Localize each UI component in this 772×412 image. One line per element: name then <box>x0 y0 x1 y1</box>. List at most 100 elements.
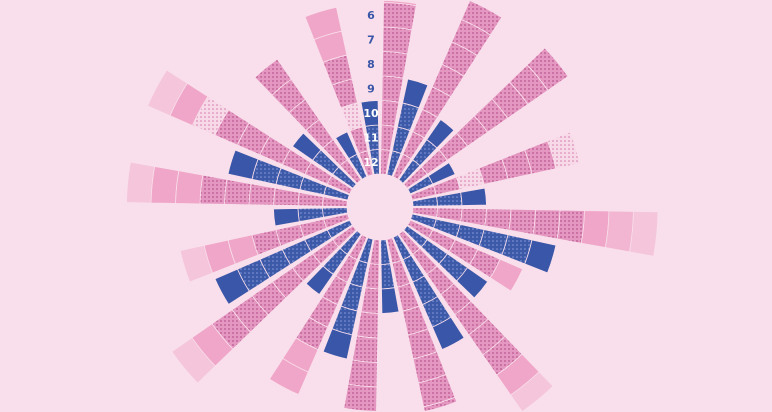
ring-label: 8 <box>367 58 375 71</box>
spoke-18 <box>322 237 374 360</box>
spoke-13 <box>398 230 554 412</box>
spoke-segment <box>343 407 377 412</box>
ring-label: 6 <box>367 9 375 22</box>
spoke-segment <box>227 149 259 180</box>
spoke-segment <box>254 58 292 96</box>
spoke-segment <box>305 265 334 296</box>
spoke-32 <box>360 100 380 175</box>
spoke-30 <box>335 131 368 180</box>
spoke-segment <box>171 337 216 384</box>
spoke-segment <box>343 383 378 412</box>
spoke-1 <box>380 0 418 175</box>
spoke-segment <box>297 207 324 223</box>
spoke-segment <box>297 192 324 207</box>
spoke-segment <box>427 162 456 185</box>
spoke-3 <box>392 0 503 180</box>
spoke-segment <box>629 211 659 257</box>
spoke-segment <box>351 335 379 363</box>
spoke-segment <box>203 239 236 274</box>
spoke-9 <box>412 207 659 257</box>
spoke-segment <box>268 357 309 396</box>
spoke-segment <box>461 0 503 36</box>
spoke-segment <box>460 208 487 227</box>
spoke-segment <box>365 263 380 290</box>
spoke-6 <box>407 162 456 195</box>
spoke-segment <box>381 100 400 127</box>
spoke-28 <box>291 132 357 189</box>
spoke-8 <box>412 187 487 207</box>
spoke-segment <box>524 239 557 274</box>
spoke-segment <box>146 69 188 117</box>
spoke-segment <box>126 161 156 204</box>
spoke-22 <box>214 219 353 305</box>
spoke-segment <box>214 268 250 305</box>
spoke-7 <box>410 131 581 201</box>
spoke-segment <box>381 75 404 103</box>
spoke-segment <box>382 26 413 55</box>
spoke-segment <box>402 78 429 109</box>
spoke-23 <box>179 213 350 283</box>
spoke-segment <box>360 100 379 127</box>
spoke-segment <box>496 353 540 396</box>
spoke-segment <box>510 371 554 412</box>
spoke-27 <box>146 69 353 195</box>
spoke-segment <box>291 132 322 161</box>
spoke-segment <box>150 165 180 204</box>
spoke-4 <box>398 118 455 184</box>
spoke-segment <box>360 287 379 314</box>
spokes <box>126 0 659 412</box>
ring-label: 10 <box>363 107 379 120</box>
spoke-segment <box>380 124 395 151</box>
spoke-segment <box>460 187 487 206</box>
ring-label: 7 <box>367 33 375 46</box>
spoke-segment <box>436 207 463 222</box>
spoke-10 <box>410 213 557 274</box>
spoke-25 <box>126 161 348 207</box>
spoke-segment <box>335 131 358 160</box>
spoke-segment <box>169 82 209 126</box>
spoke-5 <box>403 47 569 189</box>
spoke-15 <box>386 237 458 412</box>
spoke-segment <box>199 174 228 205</box>
spoke-segment <box>248 183 276 206</box>
spoke-segment <box>381 51 409 79</box>
spoke-20 <box>305 230 362 296</box>
spoke-segment <box>304 6 343 41</box>
spoke-11 <box>407 219 524 292</box>
spoke-2 <box>386 78 429 177</box>
spoke-segment <box>381 287 400 314</box>
spoke-segment <box>179 244 214 283</box>
ring-labels: 12 11 10 9 8 7 6 <box>363 9 379 169</box>
spoke-segment <box>191 323 234 367</box>
spoke-segment <box>347 359 378 388</box>
spoke-segment <box>423 396 458 412</box>
spoke-segment <box>224 178 252 206</box>
spoke-31 <box>304 6 374 177</box>
spoke-segment <box>484 208 512 231</box>
spoke-segment <box>426 118 455 149</box>
spoke-17 <box>343 239 380 412</box>
spoke-segment <box>456 267 489 299</box>
center-hole <box>350 177 410 237</box>
spoke-segment <box>382 2 417 31</box>
spoke-segment <box>489 258 524 292</box>
spoke-segment <box>380 263 396 290</box>
spoke-16 <box>380 239 400 314</box>
spoke-segment <box>436 191 463 207</box>
ring-label: 11 <box>363 131 378 144</box>
spoke-segment <box>431 316 465 351</box>
spoke-21 <box>171 225 357 384</box>
spoke-segment <box>546 131 581 170</box>
spoke-segment <box>356 311 379 339</box>
spoke-segment <box>556 209 585 244</box>
ring-label: 9 <box>367 82 375 95</box>
spoke-19 <box>268 234 368 396</box>
spoke-segment <box>383 0 418 7</box>
spoke-segment <box>532 209 561 240</box>
spoke-segment <box>526 47 569 91</box>
spoke-12 <box>403 225 489 299</box>
spoke-segment <box>604 210 634 253</box>
ring-label: 12 <box>363 156 378 169</box>
spoke-26 <box>227 149 350 201</box>
